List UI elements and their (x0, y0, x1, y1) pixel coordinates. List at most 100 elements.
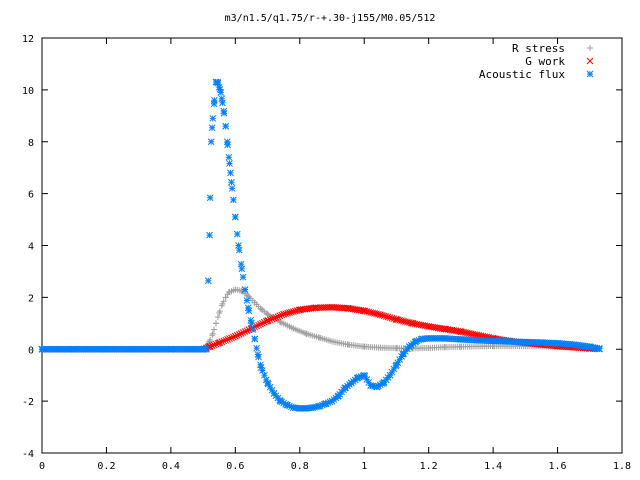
data-point (347, 379, 355, 387)
data-point (135, 345, 143, 353)
data-point (274, 313, 282, 320)
data-point (254, 351, 262, 358)
data-point (441, 325, 449, 333)
data-point (214, 78, 221, 86)
data-point (224, 336, 231, 343)
data-point (322, 400, 329, 408)
data-point (386, 371, 394, 379)
data-point (309, 404, 317, 411)
data-point (225, 289, 232, 296)
x-axis: 0 0.2 0.4 0.6 0.8 1 1.2 1.4 1.6 1.8 (39, 38, 631, 472)
data-point (473, 336, 481, 344)
data-point (398, 317, 405, 325)
x-tick-label: 0 (39, 461, 45, 472)
data-point (230, 196, 237, 204)
data-point (231, 213, 239, 221)
x-tick-label: 0.2 (97, 461, 115, 472)
legend-label: Acoustic flux (479, 68, 565, 81)
y-tick-label: 2 (28, 293, 34, 304)
series-layer (38, 78, 603, 412)
data-point (354, 374, 362, 382)
data-point (248, 319, 255, 327)
data-point (231, 332, 239, 340)
data-point (596, 345, 603, 353)
legend-marker (587, 45, 593, 51)
data-point (425, 323, 433, 330)
data-point (288, 308, 295, 316)
data-point (238, 265, 246, 273)
data-point (251, 335, 259, 343)
data-point (245, 293, 252, 300)
data-point (286, 309, 293, 317)
data-point (204, 277, 212, 285)
data-point (199, 345, 207, 353)
data-point (377, 344, 384, 351)
data-point (38, 345, 46, 353)
data-point (239, 273, 247, 281)
data-point (303, 330, 310, 337)
data-point (360, 307, 368, 315)
data-point (220, 337, 228, 345)
data-point (280, 310, 288, 318)
data-point (388, 314, 396, 322)
data-point (223, 138, 231, 146)
data-point (361, 343, 368, 350)
data-point (222, 336, 230, 344)
data-point (586, 343, 594, 351)
data-point (404, 318, 411, 326)
data-point (521, 338, 529, 346)
data-point (226, 160, 233, 167)
data-point (216, 309, 223, 316)
data-point (239, 329, 247, 336)
data-point (363, 308, 371, 315)
data-point (214, 339, 222, 347)
data-point (277, 397, 284, 405)
data-point (291, 307, 299, 315)
data-point (382, 313, 390, 320)
data-point (219, 300, 226, 307)
data-point (554, 339, 561, 347)
data-point (270, 389, 278, 397)
data-point (206, 194, 214, 202)
data-point (344, 304, 352, 312)
data-point (215, 83, 223, 91)
data-point (316, 334, 323, 341)
y-tick-label: 10 (22, 86, 34, 97)
data-point (233, 230, 241, 238)
data-point (213, 320, 219, 327)
data-point (376, 311, 384, 319)
data-point (237, 330, 245, 337)
data-point (441, 344, 448, 351)
data-point (409, 319, 416, 327)
data-point (202, 345, 210, 353)
data-point (220, 109, 228, 117)
legend-marker (586, 57, 594, 65)
data-point (296, 306, 304, 314)
data-point (257, 364, 265, 371)
data-point (217, 89, 225, 96)
data-point (249, 326, 257, 333)
data-point (412, 338, 420, 345)
data-point (210, 341, 218, 349)
y-tick-label: 6 (28, 190, 34, 201)
data-point (270, 314, 278, 322)
data-point (341, 384, 349, 392)
data-point (167, 345, 175, 353)
data-point (207, 138, 215, 146)
data-point (457, 343, 464, 350)
data-point (328, 303, 336, 311)
data-point (222, 294, 229, 301)
data-point (393, 316, 400, 323)
data-point (103, 345, 110, 353)
data-point (394, 316, 402, 324)
y-tick-label: 0 (28, 345, 34, 356)
data-point (214, 314, 221, 321)
x-tick-label: 0.8 (291, 461, 309, 472)
x-tick-label: 0.6 (226, 461, 244, 472)
data-point (264, 379, 271, 387)
data-point (489, 337, 497, 345)
data-point (276, 312, 284, 320)
data-point (209, 330, 216, 337)
legend-marker (586, 70, 594, 78)
